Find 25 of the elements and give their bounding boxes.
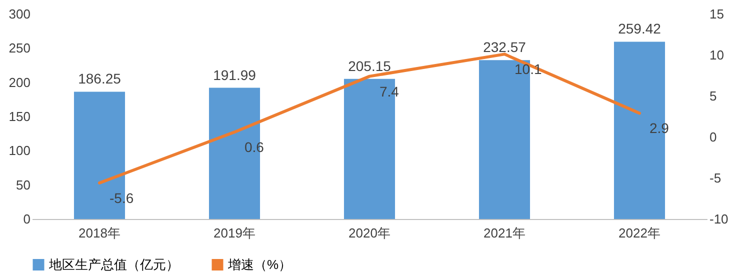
y2-tick-label: 10 (710, 48, 724, 62)
x-tick-label: 2022年 (618, 226, 660, 240)
x-tick-label: 2019年 (214, 226, 256, 240)
y2-tick-label: -5 (710, 170, 722, 186)
y-tick-label: 300 (8, 6, 30, 22)
y-tick-label: 250 (8, 40, 30, 56)
x-tick-label: 2018年 (78, 226, 120, 240)
data-label: 232.57 (483, 39, 526, 56)
data-label: 259.42 (618, 20, 662, 37)
legend-label: 地区生产总值（亿元） (48, 256, 179, 272)
data-label: 205.15 (348, 58, 392, 74)
y2-tick-label: 0 (710, 130, 717, 144)
y-tick-label: 0 (23, 212, 30, 226)
y-tick-label: 200 (8, 74, 30, 90)
data-label: 186.25 (78, 70, 122, 87)
y2-tick-label: 5 (710, 88, 717, 104)
data-label: 191.99 (213, 66, 256, 83)
x-tick-label: 2021年 (484, 226, 526, 240)
y2-tick-label: 15 (710, 6, 724, 22)
x-tick-label: 2020年 (348, 226, 390, 240)
y-tick-label: 100 (8, 143, 30, 158)
y-tick-label: 50 (16, 177, 30, 192)
legend-label: 增速（%） (227, 256, 292, 272)
y2-tick-label: -10 (710, 212, 728, 226)
y-tick-label: 150 (8, 109, 30, 124)
